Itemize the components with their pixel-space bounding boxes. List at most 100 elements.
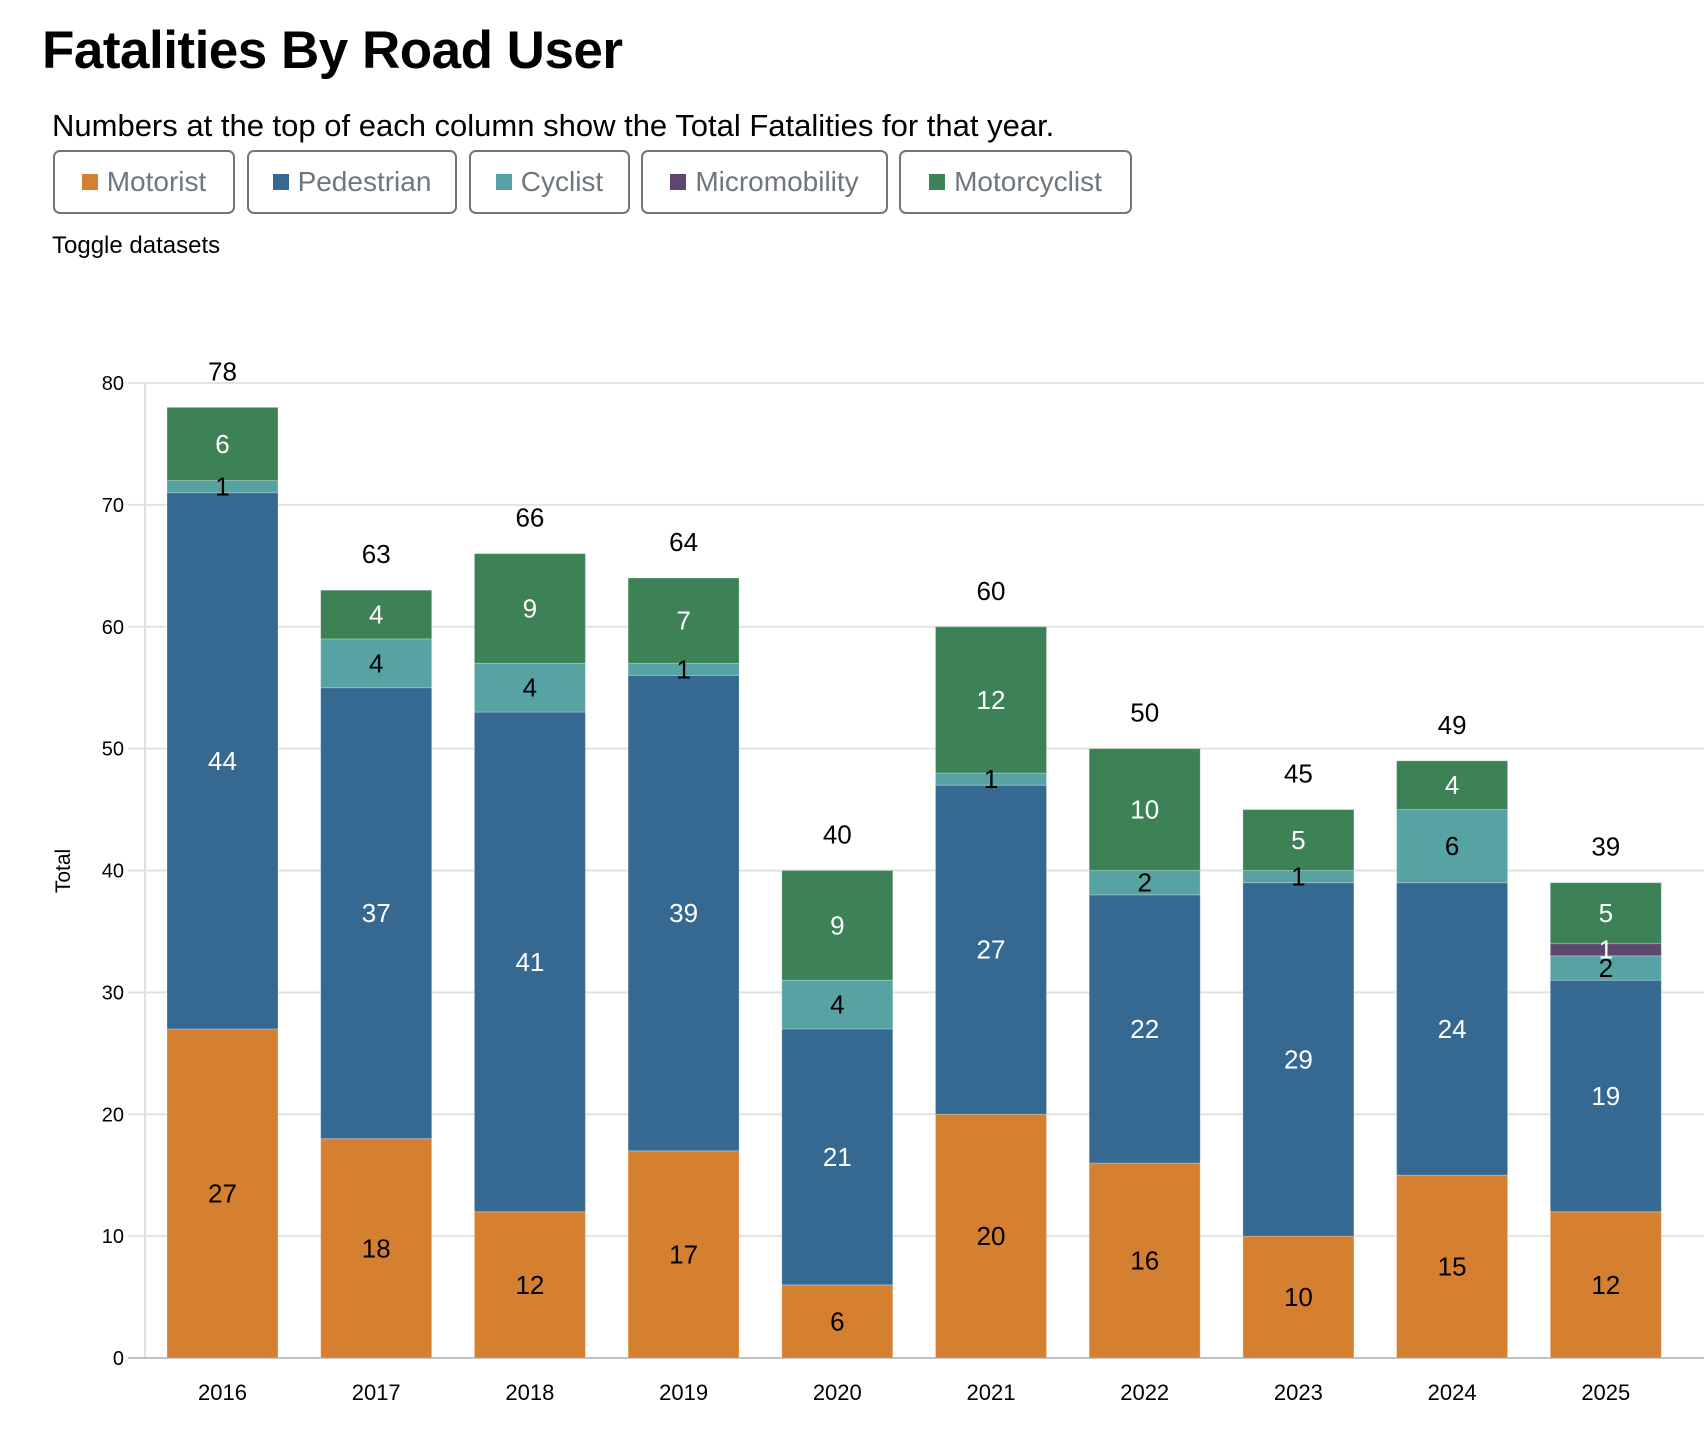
bar-segment-motorcyclist-2022[interactable] [1088, 748, 1201, 871]
segment-value-label: 15 [1438, 1252, 1467, 1282]
segment-value-label: 24 [1438, 1014, 1467, 1044]
segment-value-label: 27 [208, 1178, 237, 1208]
segment-value-label: 4 [369, 648, 383, 678]
y-tick-label: 50 [102, 739, 124, 761]
segment-value-label: 20 [977, 1221, 1006, 1251]
segment-value-label: 9 [523, 593, 537, 623]
bar-segment-pedestrian-2021[interactable] [935, 784, 1047, 1115]
segment-value-label: 7 [676, 606, 690, 636]
bar-segment-motorcyclist-2019[interactable] [627, 577, 740, 664]
bar-segment-motorist-2019[interactable] [627, 1150, 740, 1359]
x-tick-label: 2016 [198, 1380, 247, 1405]
segment-value-label: 22 [1130, 1014, 1159, 1044]
bar-segment-motorcyclist-2025[interactable] [1549, 882, 1662, 945]
bar-segment-motorcyclist-2024[interactable] [1396, 760, 1509, 811]
segment-value-label: 1 [1291, 862, 1305, 892]
bar-segment-pedestrian-2019[interactable] [627, 675, 740, 1152]
segment-value-label: 1 [215, 472, 229, 502]
chart-subtitle: Numbers at the top of each column show t… [52, 108, 1055, 143]
total-label: 49 [1438, 710, 1467, 740]
total-label: 39 [1591, 832, 1620, 862]
segment-value-label: 5 [1291, 825, 1305, 855]
chart-title: Fatalities By Road User [42, 21, 623, 80]
legend-toggle-motorist[interactable]: Motorist [53, 150, 235, 214]
segment-value-label: 5 [1599, 898, 1613, 928]
x-tick-label: 2017 [352, 1380, 401, 1405]
y-axis: 0 10 20 30 40 50 60 70 80 [102, 373, 124, 1370]
bar-segment-pedestrian-2024[interactable] [1396, 882, 1509, 1176]
bar-segment-motorist-2016[interactable] [166, 1028, 279, 1359]
y-tick-label: 20 [102, 1104, 124, 1126]
legend-label: Micromobility [695, 166, 859, 197]
bar-segment-motorcyclist-2021[interactable] [935, 626, 1047, 774]
bar-segment-motorist-2024[interactable] [1396, 1174, 1509, 1359]
bar-segment-motorist-2021[interactable] [935, 1113, 1047, 1359]
legend-label: Motorist [106, 166, 207, 197]
bar-segment-pedestrian-2023[interactable] [1242, 882, 1355, 1237]
bars: 2744167818374463124149661739176462149402… [166, 356, 1662, 1359]
segment-value-label: 6 [1445, 831, 1459, 861]
motorist-swatch-icon [81, 174, 98, 190]
bar-segment-pedestrian-2025[interactable] [1549, 979, 1662, 1213]
bar-segment-pedestrian-2022[interactable] [1088, 894, 1201, 1164]
legend-toggle-pedestrian[interactable]: Pedestrian [247, 150, 457, 214]
total-label: 50 [1130, 698, 1159, 728]
segment-value-label: 4 [369, 600, 383, 630]
bar-segment-motorcyclist-2018[interactable] [473, 553, 586, 664]
segment-value-label: 21 [823, 1142, 852, 1172]
segment-value-label: 12 [515, 1270, 544, 1300]
total-label: 63 [362, 539, 391, 569]
x-tick-label: 2022 [1120, 1380, 1169, 1405]
y-tick-label: 40 [102, 861, 124, 883]
segment-value-label: 29 [1284, 1044, 1313, 1074]
x-tick-label: 2024 [1428, 1380, 1477, 1405]
segment-value-label: 6 [215, 429, 229, 459]
bar-segment-pedestrian-2017[interactable] [320, 687, 433, 1140]
bar-segment-motorist-2025[interactable] [1549, 1211, 1662, 1359]
pedestrian-swatch-icon [272, 174, 289, 190]
segment-value-label: 44 [208, 746, 237, 776]
bar-segment-motorcyclist-2020[interactable] [781, 870, 894, 981]
bar-segment-pedestrian-2018[interactable] [473, 711, 586, 1213]
segment-value-label: 16 [1130, 1246, 1159, 1276]
bar-segment-pedestrian-2016[interactable] [166, 492, 279, 1030]
y-tick-label: 30 [102, 982, 124, 1004]
y-tick-label: 70 [102, 495, 124, 517]
bar-segment-cyclist-2017[interactable] [320, 638, 433, 689]
bar-segment-motorist-2023[interactable] [1242, 1235, 1355, 1359]
segment-value-label: 12 [1591, 1270, 1620, 1300]
segment-value-label: 4 [523, 673, 537, 703]
bar-segment-cyclist-2018[interactable] [473, 662, 586, 713]
bar-segment-motorcyclist-2016[interactable] [166, 406, 279, 481]
bar-segment-motorist-2017[interactable] [320, 1138, 433, 1359]
x-tick-label: 2025 [1581, 1380, 1630, 1405]
segment-value-label: 1 [1599, 935, 1613, 965]
bar-segment-motorist-2020[interactable] [781, 1284, 894, 1359]
legend-toggle-cyclist[interactable]: Cyclist [469, 150, 630, 214]
legend-toggle-micromobility[interactable]: Micromobility [641, 150, 888, 214]
bar-segment-motorist-2018[interactable] [473, 1211, 586, 1359]
segment-value-label: 17 [669, 1239, 698, 1269]
segment-value-label: 4 [830, 990, 844, 1020]
legend-label: Cyclist [520, 166, 604, 197]
bar-segment-motorist-2022[interactable] [1088, 1162, 1201, 1359]
total-label: 45 [1284, 759, 1313, 789]
segment-value-label: 39 [669, 898, 698, 928]
bar-segment-pedestrian-2020[interactable] [781, 1028, 894, 1286]
segment-value-label: 9 [830, 910, 844, 940]
bar-segment-motorcyclist-2023[interactable] [1242, 809, 1355, 871]
segment-value-label: 10 [1130, 795, 1159, 825]
segment-value-label: 37 [362, 898, 391, 928]
segment-value-label: 2 [1137, 868, 1151, 898]
x-tick-label: 2020 [813, 1380, 862, 1405]
micromobility-swatch-icon [670, 174, 687, 190]
legend-label: Motorcyclist [954, 166, 1102, 197]
total-label: 78 [208, 356, 237, 386]
bar-segment-cyclist-2024[interactable] [1396, 809, 1509, 884]
bar-segment-motorcyclist-2017[interactable] [320, 589, 433, 640]
y-axis-label: Total [52, 849, 75, 893]
bar-segment-cyclist-2020[interactable] [781, 979, 894, 1030]
segment-value-label: 19 [1591, 1081, 1620, 1111]
legend-toggle-motorcyclist[interactable]: Motorcyclist [899, 150, 1132, 214]
